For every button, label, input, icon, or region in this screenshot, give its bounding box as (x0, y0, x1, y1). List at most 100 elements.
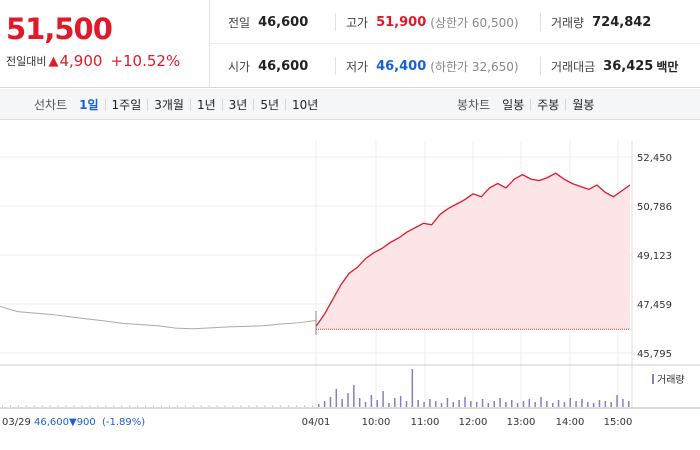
prev-volume-bar (129, 405, 131, 407)
up-arrow-icon: ▲ (48, 53, 59, 69)
prev-volume-bar (17, 405, 19, 407)
tab-range-3[interactable]: 1년 (189, 98, 222, 111)
volume-bar (534, 402, 536, 407)
prev-volume-bar (160, 405, 162, 407)
tab-candle-0[interactable]: 일봉 (502, 97, 525, 112)
volume-bar (335, 389, 338, 407)
y-tick-label: 52,450 (637, 153, 672, 164)
volume-bar (423, 402, 425, 407)
prev-volume-bar (304, 405, 306, 407)
change-value: 4,900 (59, 52, 103, 70)
price-box: 51,500 전일대비 ▲ 4,900 +10.52% (0, 0, 210, 88)
volume-bar (341, 399, 343, 407)
volume-bar (516, 403, 519, 407)
volume-bar (329, 397, 332, 407)
stats-table: 전일 46,600 고가 51,900 (상한가 60,500) 거래량 724… (210, 0, 700, 88)
prev-day-change-pct: (-1.89%) (102, 417, 145, 428)
prev-volume-bar (224, 405, 226, 407)
tab-range-6[interactable]: 10년 (285, 98, 324, 111)
volume-bar (499, 398, 501, 407)
prev-volume-bar (280, 405, 282, 407)
volume-bar (540, 397, 542, 407)
volume-bar (587, 402, 589, 407)
prev-volume-bar (264, 405, 266, 407)
volume-bar (382, 391, 384, 407)
volume-bar (487, 403, 490, 407)
prev-volume-bar (232, 405, 234, 407)
prev-volume-bar (49, 405, 51, 407)
prev-volume-bar (192, 405, 194, 407)
volume-bar (318, 404, 320, 407)
prev-volume-bar (272, 405, 274, 407)
stat-low: 저가 46,400 (하한가 32,650) (335, 57, 519, 75)
y-tick-label: 49,123 (637, 251, 672, 262)
prev-volume-bar (200, 405, 202, 407)
prev-volume-bar (208, 405, 210, 407)
y-tick-label: 45,795 (637, 349, 672, 360)
volume-bar (464, 397, 466, 407)
prev-volume-bar (288, 405, 290, 407)
tab-candle-2[interactable]: 월봉 (565, 98, 600, 111)
prev-volume-bar (145, 405, 147, 407)
volume-bar (446, 398, 449, 407)
prev-volume-bar (97, 405, 99, 407)
volume-bar (581, 399, 583, 407)
volume-bar (505, 402, 507, 407)
candle-chart-title: 봉차트 (457, 98, 491, 112)
volume-bar (546, 401, 548, 407)
volume-bar (388, 403, 390, 407)
prev-volume-bar (296, 405, 298, 407)
prev-volume-bar (41, 405, 43, 407)
volume-bar (370, 395, 373, 407)
tab-candle-1[interactable]: 주봉 (530, 98, 565, 111)
prev-volume-bar (216, 405, 218, 407)
stats-row-1: 전일 46,600 고가 51,900 (상한가 60,500) 거래량 724… (210, 0, 700, 44)
volume-bar (622, 399, 624, 407)
volume-bar (592, 403, 595, 407)
volume-bar (528, 399, 531, 407)
x-tick-label: 12:00 (459, 417, 488, 428)
volume-bar (394, 398, 396, 407)
volume-bar (434, 401, 437, 407)
prev-volume-bar (2, 405, 3, 407)
price-chart: 52,450 50,786 49,123 47,459 45,795 거래량 04/01 10… (0, 121, 700, 450)
tab-range-2[interactable]: 3개월 (147, 98, 190, 111)
volume-bar (493, 401, 495, 407)
price-change: 전일대비 ▲ 4,900 +10.52% (6, 52, 180, 70)
volume-bar (557, 400, 560, 407)
prev-volume-bar (137, 405, 139, 407)
volume-bar (429, 399, 431, 407)
y-tick-label: 50,786 (637, 202, 672, 213)
x-tick-label: 15:00 (604, 417, 633, 428)
prev-volume-bar (153, 405, 155, 407)
volume-bar (358, 398, 361, 407)
volume-bar (458, 400, 460, 407)
tab-range-4[interactable]: 3년 (221, 98, 254, 111)
line-chart-tabs: 선차트 1일 1주일 3개월 1년 3년 5년 10년 (34, 89, 324, 120)
prev-day-change: ▼900 (69, 417, 96, 428)
today-area (316, 173, 630, 330)
tab-range-0[interactable]: 1일 (79, 97, 99, 112)
x-tick-label: 14:00 (556, 417, 585, 428)
volume-bar (353, 385, 355, 407)
tab-range-1[interactable]: 1주일 (104, 98, 148, 111)
prev-volume-bar (240, 405, 242, 407)
volume-bar (417, 400, 419, 407)
tab-range-5[interactable]: 5년 (253, 98, 285, 111)
prev-volume-bar (312, 405, 313, 407)
volume-bar (347, 393, 349, 407)
volume-bar (616, 395, 618, 407)
volume-bar (405, 401, 408, 407)
volume-bar (563, 402, 566, 407)
volume-bar (628, 401, 630, 407)
prev-volume-bar (9, 405, 11, 407)
volume-bar (481, 399, 484, 407)
prev-volume-bar (65, 405, 67, 407)
prev-day-line (0, 305, 317, 330)
today-line (315, 172, 631, 327)
stat-volume: 거래량 724,842 (540, 13, 651, 31)
prev-volume-bar (89, 405, 91, 407)
chart-tabs-bar: 선차트 1일 1주일 3개월 1년 3년 5년 10년 봉차트 일봉 주봉 월봉 (0, 89, 700, 120)
prev-day-close: 46,600 (34, 417, 69, 428)
volume-bar (475, 402, 478, 407)
